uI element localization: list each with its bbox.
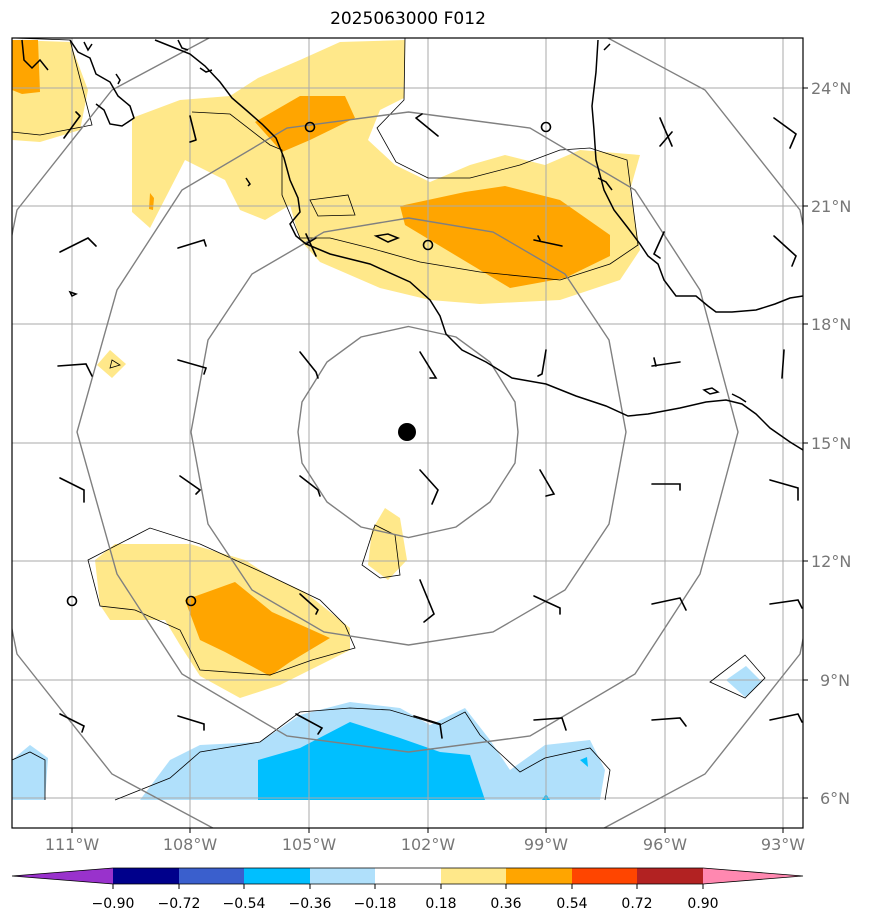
colorbar-tick-label: 0.90 bbox=[687, 896, 718, 912]
negative-anomaly-shading bbox=[12, 666, 762, 800]
colorbar-bin bbox=[572, 868, 637, 884]
longitude-labels: 111°W 108°W 105°W 102°W 99°W 96°W 93°W bbox=[45, 835, 805, 854]
lat-label: 24°N bbox=[811, 79, 851, 98]
calm-wind-markers bbox=[66, 121, 552, 607]
axis-ticks bbox=[71, 87, 808, 833]
positive-anomaly-shading bbox=[12, 40, 640, 698]
lon-label: 96°W bbox=[643, 835, 687, 854]
graticule bbox=[12, 38, 803, 828]
colorbar-tick-label: −0.54 bbox=[223, 896, 266, 912]
lon-label: 93°W bbox=[761, 835, 805, 854]
colorbar-tick-label: 0.54 bbox=[556, 896, 587, 912]
colorbar-bin bbox=[244, 868, 310, 884]
colorbar-tick-label: −0.36 bbox=[289, 896, 332, 912]
lon-label: 99°W bbox=[524, 835, 568, 854]
colorbar-extend-low bbox=[12, 868, 113, 884]
lat-label: 18°N bbox=[811, 315, 851, 334]
map-frame bbox=[11, 37, 804, 829]
colorbar-tick-label: 0.18 bbox=[425, 896, 456, 912]
distance-rings bbox=[12, 38, 803, 828]
lat-label: 6°N bbox=[820, 789, 850, 808]
storm-center-marker bbox=[398, 423, 416, 441]
wind-barbs bbox=[57, 111, 803, 739]
lon-label: 102°W bbox=[401, 835, 456, 854]
lat-label: 15°N bbox=[811, 434, 851, 453]
colorbar-bin bbox=[637, 868, 703, 884]
colorbar-bin bbox=[375, 868, 441, 884]
coastline bbox=[21, 39, 803, 451]
lat-label: 9°N bbox=[820, 671, 850, 690]
colorbar-extend-high bbox=[703, 868, 803, 884]
anomaly-contours bbox=[12, 38, 766, 801]
lon-label: 111°W bbox=[45, 835, 100, 854]
map-title: 2025063000 F012 bbox=[330, 9, 486, 29]
latitude-labels: 24°N 21°N 18°N 15°N 12°N 9°N 6°N bbox=[811, 79, 851, 808]
lat-label: 12°N bbox=[811, 552, 851, 571]
colorbar-bin bbox=[113, 868, 179, 884]
colorbar-tick-label: −0.72 bbox=[158, 896, 201, 912]
colorbar-bin bbox=[506, 868, 572, 884]
colorbar-bin bbox=[441, 868, 506, 884]
colorbar-bin bbox=[179, 868, 244, 884]
lon-label: 105°W bbox=[282, 835, 337, 854]
lat-label: 21°N bbox=[811, 197, 851, 216]
colorbar-tick-label: −0.18 bbox=[354, 896, 397, 912]
colorbar: −0.90 −0.72 −0.54 −0.36 −0.18 0.18 0.36 … bbox=[11, 867, 804, 912]
colorbar-bin bbox=[310, 868, 375, 884]
colorbar-tick-label: −0.90 bbox=[92, 896, 135, 912]
lon-label: 108°W bbox=[163, 835, 218, 854]
colorbar-tick-label: 0.72 bbox=[621, 896, 652, 912]
colorbar-tick-label: 0.36 bbox=[490, 896, 521, 912]
